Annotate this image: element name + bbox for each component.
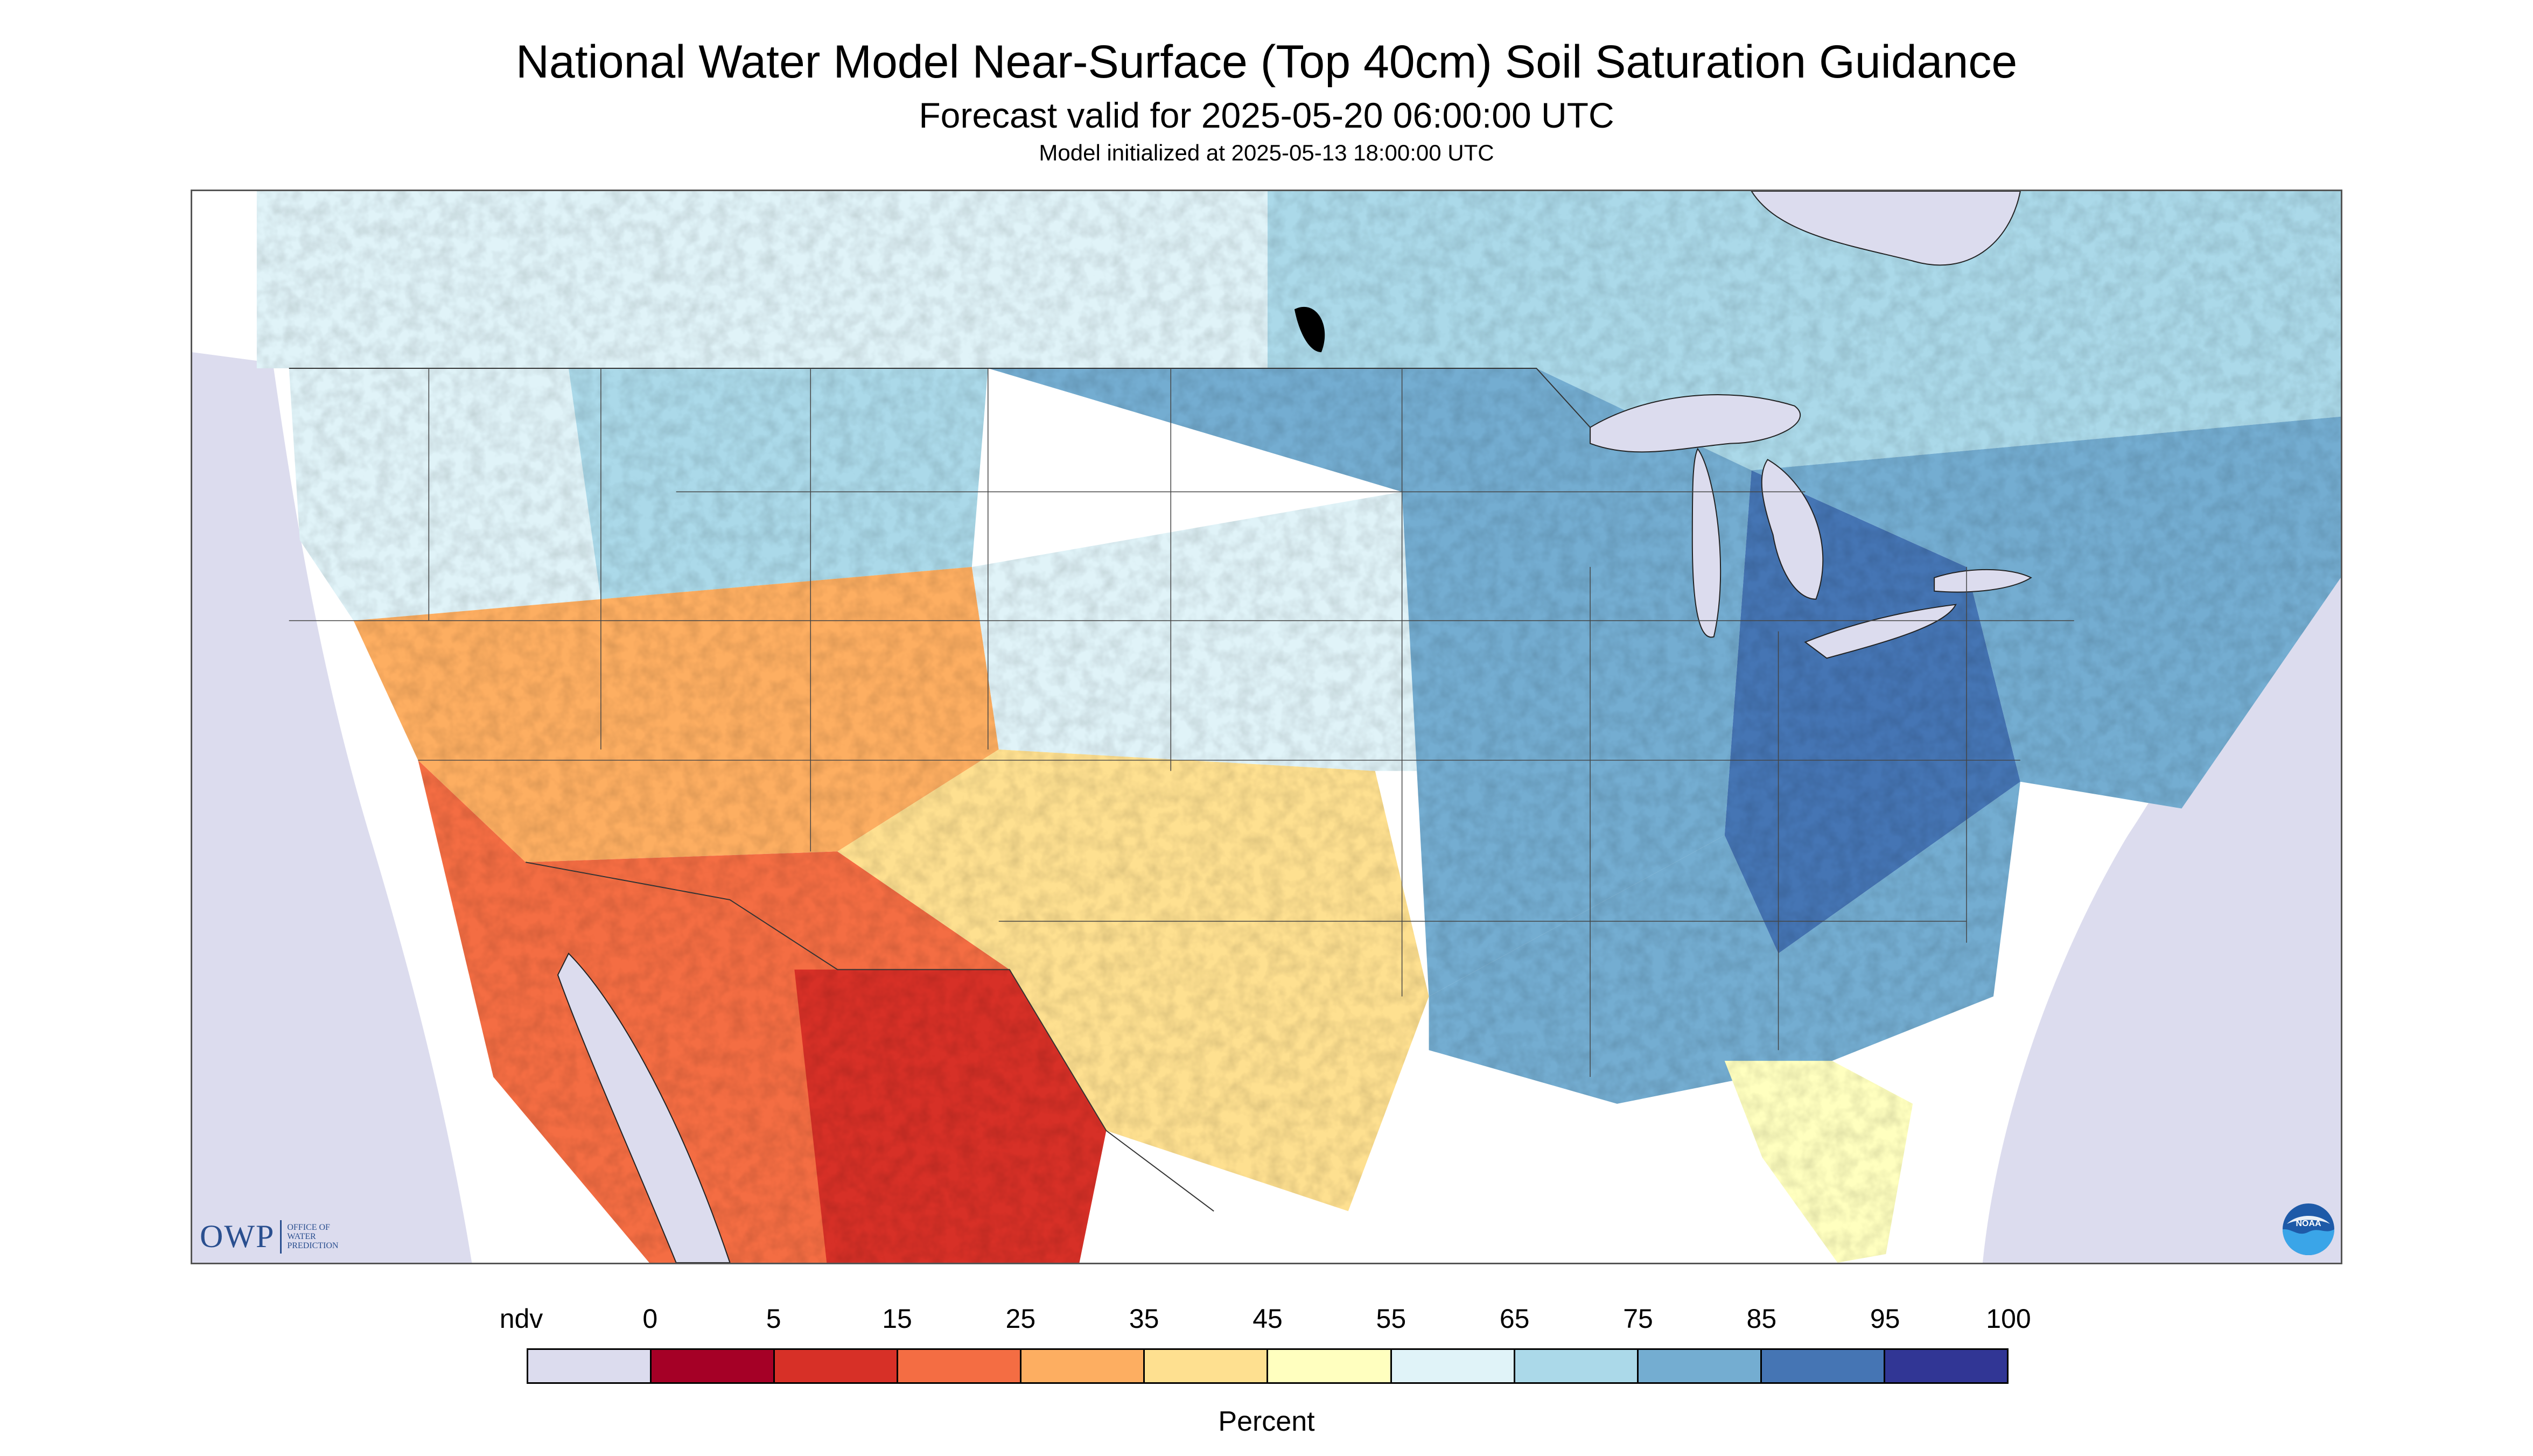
hudson-bay-edge (1751, 191, 2021, 266)
legend-tick-label: 45 (1252, 1304, 1283, 1334)
legend-swatch (652, 1350, 775, 1382)
legend-tick-label: 35 (1129, 1304, 1159, 1334)
legend-tick-label: 85 (1746, 1304, 1777, 1334)
gulf-of-california (557, 953, 731, 1263)
model-initialized-line: Model initialized at 2025-05-13 18:00:00… (1039, 140, 1494, 165)
legend-swatch (1515, 1350, 1639, 1382)
legend-tick-label: 100 (1986, 1304, 2031, 1334)
soil-saturation-map: OWP Office of Water Prediction NOAA (191, 190, 2342, 1264)
legend-tick-label: 55 (1376, 1304, 1407, 1334)
legend-unit-label: Percent (1218, 1406, 1315, 1437)
legend-swatch (1885, 1350, 2007, 1382)
lake-huron (1761, 459, 1824, 600)
legend-swatch (775, 1350, 899, 1382)
owp-logo-letters: OWP (200, 1219, 275, 1254)
lake-superior (1590, 394, 1801, 453)
color-legend (527, 1348, 2009, 1384)
map-title: National Water Model Near-Surface (Top 4… (515, 36, 2018, 88)
lake-winnipeg (1294, 306, 1325, 353)
us-canada-border (289, 368, 1591, 428)
borders (289, 368, 2074, 1212)
noaa-logo: NOAA (2283, 1203, 2334, 1255)
legend-tick-label: ndv (499, 1304, 543, 1334)
legend-swatch (1391, 1350, 1515, 1382)
pacific-no-data (192, 352, 472, 1263)
lake-erie (1804, 604, 1957, 659)
legend-swatch (1021, 1350, 1145, 1382)
legend-tick-label: 75 (1623, 1304, 1653, 1334)
lake-ontario (1934, 569, 2032, 593)
map-canvas (192, 191, 2341, 1263)
legend-swatch (528, 1350, 652, 1382)
legend-tick-label: 25 (1005, 1304, 1036, 1334)
forecast-valid-line: Forecast valid for 2025-05-20 06:00:00 U… (919, 95, 1614, 135)
legend-tick-label: 95 (1870, 1304, 1900, 1334)
us-mexico-border (525, 862, 1214, 1212)
owp-logo: OWP Office of Water Prediction (200, 1218, 338, 1255)
legend-swatch (1268, 1350, 1392, 1382)
legend-tick-label: 0 (642, 1304, 658, 1334)
lake-michigan (1691, 447, 1722, 638)
legend-tick-label: 65 (1499, 1304, 1530, 1334)
legend-tick-label: 5 (766, 1304, 781, 1334)
owp-logo-text: Office of Water Prediction (287, 1223, 339, 1250)
legend-swatch (1638, 1350, 1762, 1382)
legend-swatch (1761, 1350, 1885, 1382)
legend-swatch (898, 1350, 1022, 1382)
legend-tick-label: 15 (882, 1304, 912, 1334)
water-bodies (557, 191, 2032, 1263)
noaa-logo-text: NOAA (2296, 1219, 2321, 1228)
state-lines (289, 368, 2074, 1077)
legend-swatch (1145, 1350, 1269, 1382)
